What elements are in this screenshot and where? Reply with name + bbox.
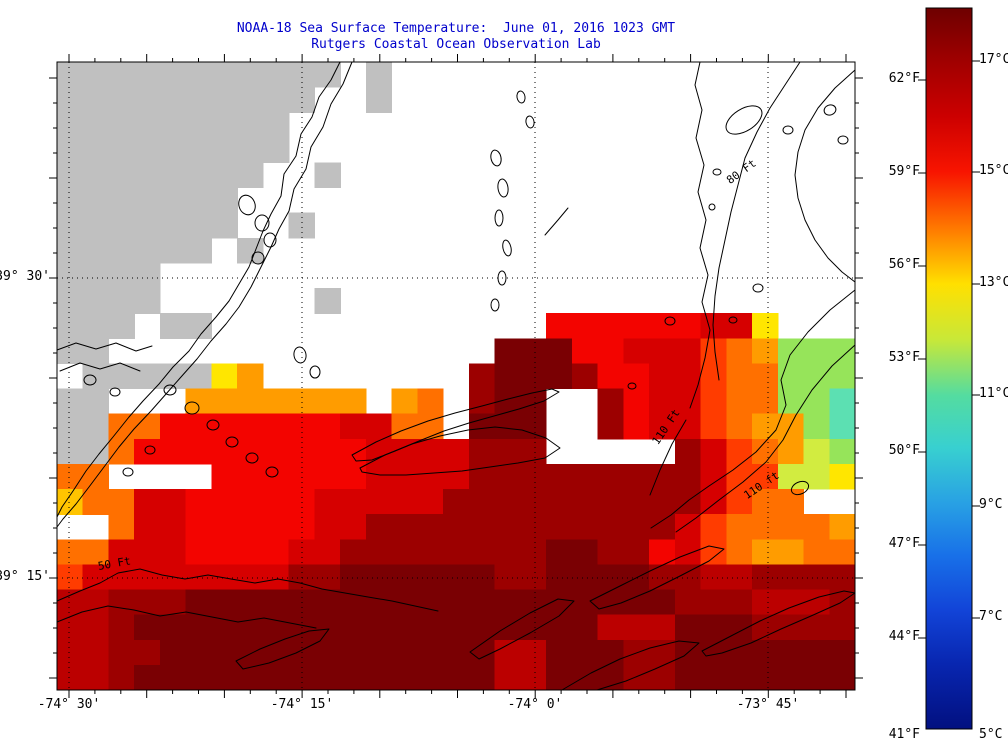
celsius-label: 11°C — [979, 386, 1008, 401]
coast-and-depth-contours — [56, 61, 856, 691]
longitude-label: -74° 30' — [37, 697, 101, 712]
map-frame — [56, 61, 856, 691]
longitude-label: -74° 15' — [270, 697, 334, 712]
fahrenheit-label: 47°F — [888, 536, 920, 551]
celsius-label: 5°C — [979, 727, 1003, 742]
latitude-label: 39° 15' — [0, 569, 50, 584]
axis-ticks — [49, 54, 863, 698]
figure-subtitle: Rutgers Coastal Ocean Observation Lab — [311, 37, 601, 52]
colorbar-ticks — [918, 60, 980, 639]
fahrenheit-label: 44°F — [888, 629, 920, 644]
graticule — [57, 62, 855, 690]
fahrenheit-label: 56°F — [888, 257, 920, 272]
figure-title: NOAA-18 Sea Surface Temperature: June 01… — [236, 21, 676, 36]
sst-grid-cells — [57, 62, 856, 691]
fahrenheit-label: 50°F — [888, 443, 920, 458]
colorbar-frame — [925, 7, 973, 730]
colorbar — [926, 8, 972, 729]
celsius-label: 17°C — [979, 52, 1008, 67]
celsius-label: 7°C — [979, 609, 1003, 624]
fahrenheit-label: 59°F — [888, 164, 920, 179]
celsius-label: 9°C — [979, 497, 1003, 512]
celsius-label: 13°C — [979, 275, 1008, 290]
longitude-label: -73° 45' — [736, 697, 800, 712]
fahrenheit-label: 41°F — [888, 727, 920, 742]
longitude-label: -74° 0' — [507, 697, 563, 712]
fahrenheit-label: 53°F — [888, 350, 920, 365]
fahrenheit-label: 62°F — [888, 71, 920, 86]
latitude-label: 39° 30' — [0, 269, 50, 284]
celsius-label: 15°C — [979, 163, 1008, 178]
